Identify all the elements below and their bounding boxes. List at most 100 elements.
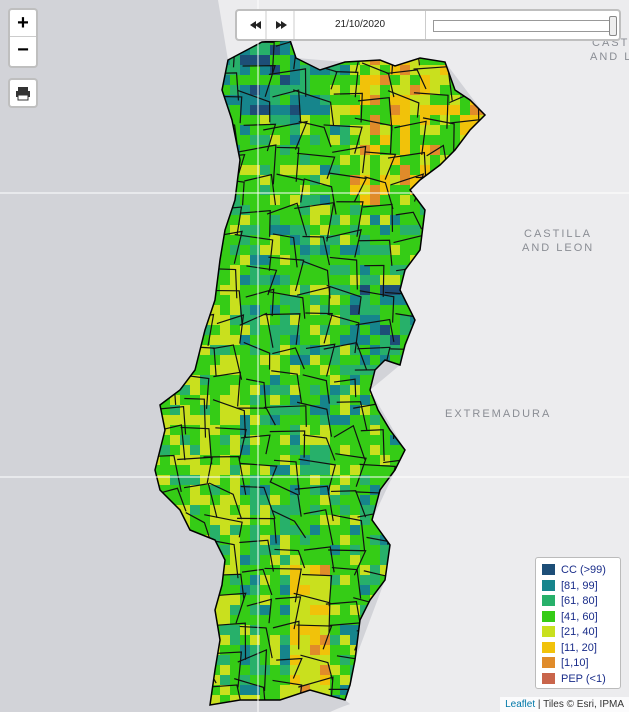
map-cell <box>210 335 220 345</box>
map-cell <box>440 115 450 125</box>
map-cell <box>370 125 380 135</box>
map-cell <box>320 705 330 712</box>
zoom-in[interactable]: + <box>10 10 36 37</box>
map-cell <box>380 335 390 345</box>
step-forward-button[interactable] <box>276 21 287 29</box>
map-cell <box>380 455 390 465</box>
map-cell <box>280 75 290 85</box>
map-cell <box>160 55 170 65</box>
map-cell <box>400 215 410 225</box>
map-cell <box>390 165 400 175</box>
map-cell <box>370 225 380 235</box>
municipal-border <box>208 482 243 520</box>
map-cell <box>320 455 330 465</box>
map-cell <box>220 645 230 655</box>
map-cell <box>230 205 240 215</box>
map-cell <box>180 355 190 365</box>
map-cell <box>170 575 180 585</box>
map-cell <box>200 285 210 295</box>
map-cell <box>350 125 360 135</box>
map-cell <box>370 115 380 125</box>
map-cell <box>260 315 270 325</box>
map-cell <box>230 475 240 485</box>
map-cell <box>320 485 330 495</box>
map-cell <box>260 55 270 65</box>
map-cell <box>170 175 180 185</box>
map-cell <box>160 525 170 535</box>
map-cell <box>320 345 330 355</box>
map-cell <box>260 525 270 535</box>
map-cell <box>330 155 340 165</box>
step-back-button[interactable] <box>250 21 261 29</box>
map-cell <box>310 305 320 315</box>
map-cell <box>200 345 210 355</box>
timeline-slider[interactable] <box>433 20 617 32</box>
map-cell <box>160 375 170 385</box>
map-cell <box>200 95 210 105</box>
map-cell <box>240 705 250 712</box>
map-cell <box>180 485 190 495</box>
map-cell <box>180 265 190 275</box>
map-cell <box>210 125 220 135</box>
map-cell <box>400 205 410 215</box>
map-cell <box>360 555 370 565</box>
map-cell <box>240 565 250 575</box>
municipal-border <box>331 566 362 599</box>
slider-handle[interactable] <box>609 16 617 36</box>
map-cell <box>210 195 220 205</box>
map-cell <box>250 585 260 595</box>
map-cell <box>280 165 290 175</box>
map-cell <box>360 245 370 255</box>
map-cell <box>340 265 350 275</box>
map-cell <box>180 625 190 635</box>
map-cell <box>320 295 330 305</box>
map-cell <box>370 405 380 415</box>
map-cell <box>250 355 260 365</box>
map-cell <box>270 495 280 505</box>
map-cell <box>340 635 350 645</box>
municipal-border <box>155 150 185 177</box>
map-cell <box>300 355 310 365</box>
map-cell <box>400 245 410 255</box>
map-cell <box>280 55 290 65</box>
map-cell <box>370 285 380 295</box>
map-cell <box>170 95 180 105</box>
leaflet-link[interactable]: Leaflet <box>505 699 536 710</box>
map-cell <box>320 405 330 415</box>
map-cell <box>340 395 350 405</box>
legend-label: [21, 40] <box>561 626 598 638</box>
map-cell <box>380 535 390 545</box>
map-cell <box>320 415 330 425</box>
map-cell <box>310 315 320 325</box>
map-cell <box>230 75 240 85</box>
municipal-border <box>296 286 331 315</box>
map-cell <box>180 665 190 675</box>
map-cell <box>220 295 230 305</box>
map-cell <box>155 205 160 215</box>
map-cell <box>280 495 290 505</box>
map-cell <box>155 135 160 145</box>
map-cell <box>180 575 190 585</box>
map-cell <box>170 125 180 135</box>
map-cell <box>440 85 450 95</box>
map-cell <box>330 445 340 455</box>
print-button[interactable] <box>8 78 38 108</box>
zoom-out[interactable]: − <box>17 39 29 61</box>
map-cell <box>220 575 230 585</box>
map-cell <box>350 235 360 245</box>
map-cell <box>180 175 190 185</box>
map-cell <box>310 365 320 375</box>
map-cell <box>280 605 290 615</box>
map-cell <box>170 585 180 595</box>
map-cell <box>220 635 230 645</box>
municipal-border <box>275 596 302 630</box>
map-cell <box>170 645 180 655</box>
map-cell <box>230 645 240 655</box>
map-cell <box>350 535 360 545</box>
map-cell <box>360 85 370 95</box>
map-cell <box>250 495 260 505</box>
map-cell <box>200 375 210 385</box>
map-cell <box>190 165 200 175</box>
map-cell <box>180 615 190 625</box>
map-cell <box>370 355 380 365</box>
